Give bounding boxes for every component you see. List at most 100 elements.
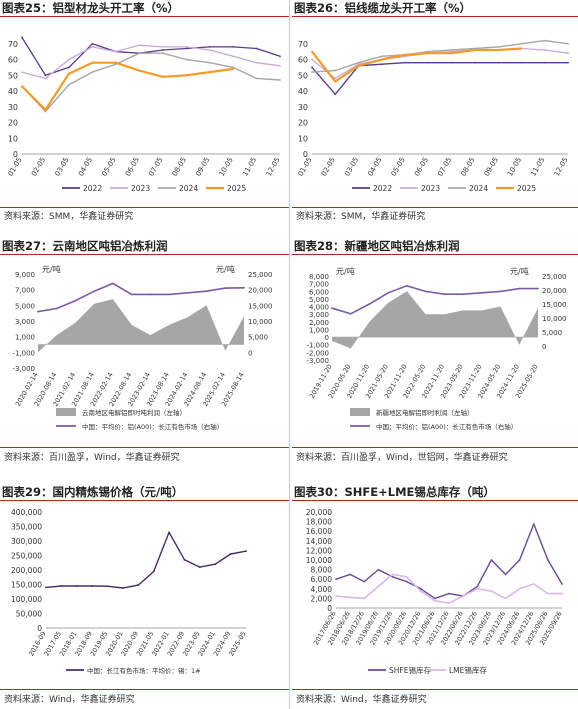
data-point xyxy=(433,597,436,600)
data-point xyxy=(130,293,133,296)
data-point xyxy=(44,77,47,80)
y-right-tick-label: 20,000 xyxy=(542,287,567,295)
data-point xyxy=(380,55,383,58)
data-point xyxy=(377,585,380,588)
y-tick-label: 16,000 xyxy=(306,527,332,536)
data-point xyxy=(68,72,70,75)
data-point xyxy=(490,590,493,593)
line-chart-29: 0 50,000 100,000 150,000 200,000 250,000 300,0… xyxy=(11,508,248,675)
data-point xyxy=(499,290,502,293)
data-point xyxy=(44,109,47,111)
y-tick-label: 70 xyxy=(298,40,308,49)
x-tick-label: 06-05 xyxy=(413,156,430,178)
chart-title: 图表29：国内精炼锡价格（元/吨） xyxy=(2,485,184,499)
data-point xyxy=(532,583,535,585)
y-left-tick-label: -1,000 xyxy=(12,349,35,357)
data-point xyxy=(363,580,366,583)
x-tick-label: 09-05 xyxy=(194,156,211,178)
y-tick-label: 14,000 xyxy=(306,537,332,546)
y-right-tick-label: 15,000 xyxy=(542,301,567,309)
data-point xyxy=(68,58,70,61)
legend-label: LME锡库存 xyxy=(449,665,487,675)
y-right-tick-label: 10,000 xyxy=(542,315,567,323)
data-point xyxy=(357,64,360,67)
profit-area xyxy=(332,291,538,349)
data-point xyxy=(68,83,70,86)
data-point xyxy=(208,49,211,51)
chart-panel-28: 图表28：新疆地区吨铝冶炼利润 -3,000 -2,000 -1,000 0 1,000… xyxy=(292,238,578,466)
data-point xyxy=(91,42,94,45)
data-point xyxy=(480,291,483,294)
data-point xyxy=(205,290,208,293)
data-point xyxy=(474,61,476,64)
legend-label: 中国：平均价：铝(A00)：长江有色市场（右轴） xyxy=(376,422,517,431)
legend-label: 2022 xyxy=(373,184,392,193)
data-point xyxy=(427,52,430,55)
data-point xyxy=(279,64,281,67)
y-left-tick-label: 6,000 xyxy=(309,288,329,296)
y-left-tick-label: 1,000 xyxy=(15,334,35,342)
y-left-tick-label: 0 xyxy=(325,334,329,342)
data-point xyxy=(229,553,232,555)
data-point xyxy=(311,58,313,61)
data-point xyxy=(161,52,164,55)
data-point xyxy=(504,573,507,576)
y-tick-label: 10 xyxy=(298,134,308,143)
x-tick-label: 09-05 xyxy=(483,156,500,178)
source-rule xyxy=(292,207,578,208)
source-rule xyxy=(0,207,289,208)
data-point xyxy=(546,592,549,595)
y-tick-label: 18,000 xyxy=(306,518,332,527)
data-point xyxy=(168,531,170,534)
data-point xyxy=(543,61,546,64)
data-point xyxy=(462,595,465,597)
line-chart-25: 0 10 20 30 40 50 60 70 01-05 02-05 03-05 04-05 05-05… xyxy=(7,36,282,193)
data-point xyxy=(279,79,281,81)
source-note: 资料来源：百川盈孚，Wind，世铝网，华鑫证券研究 xyxy=(296,453,508,463)
source-rule xyxy=(292,447,578,448)
data-point xyxy=(185,46,188,48)
data-point xyxy=(567,52,569,55)
data-point xyxy=(168,293,170,296)
y-right-tick-label: 0 xyxy=(248,349,252,357)
y-left-tick-label: 3,000 xyxy=(15,318,35,326)
y-tick-label: 100,000 xyxy=(11,595,42,604)
data-point xyxy=(443,293,446,296)
data-point xyxy=(161,49,164,51)
data-point xyxy=(368,303,371,305)
y-left-tick-label: 8,000 xyxy=(309,273,329,281)
data-point xyxy=(21,85,23,88)
data-point xyxy=(21,36,23,39)
source-rule xyxy=(0,689,289,690)
y-tick-label: 300,000 xyxy=(11,537,42,546)
data-point xyxy=(138,44,141,47)
y-tick-label: 0 xyxy=(13,150,18,159)
data-point xyxy=(335,578,337,581)
x-tick-label: 04-05 xyxy=(366,156,383,178)
y-right-tick-label: 0 xyxy=(542,343,546,351)
legend-label: 2023 xyxy=(131,184,150,193)
y-right-tick-label: 15,000 xyxy=(248,302,273,310)
price-line xyxy=(331,284,538,315)
profit-area xyxy=(38,299,244,353)
x-tick-label: 02-05 xyxy=(30,156,47,178)
x-tick-label: 08-05 xyxy=(171,156,188,178)
data-point xyxy=(44,74,47,77)
y-tick-label: 60 xyxy=(298,56,308,65)
y-tick-label: 10 xyxy=(8,134,18,143)
chart-panel-25: 图表25：铝型材龙头开工率（%） 0 10 20 30 40 50 60 70 01-05 02-… xyxy=(0,0,289,228)
data-point xyxy=(243,286,245,289)
data-point xyxy=(185,58,188,61)
data-point xyxy=(334,69,337,72)
y-right-tick-label: 5,000 xyxy=(542,329,562,337)
y-tick-label: 40 xyxy=(298,87,308,96)
data-point xyxy=(520,42,523,45)
data-point xyxy=(75,585,78,587)
y-tick-label: 60 xyxy=(8,56,18,65)
data-point xyxy=(68,66,70,69)
data-point xyxy=(245,550,247,553)
legend-swatch-area xyxy=(56,408,76,416)
data-point xyxy=(391,575,394,578)
data-point xyxy=(149,293,152,296)
data-point xyxy=(380,58,383,61)
